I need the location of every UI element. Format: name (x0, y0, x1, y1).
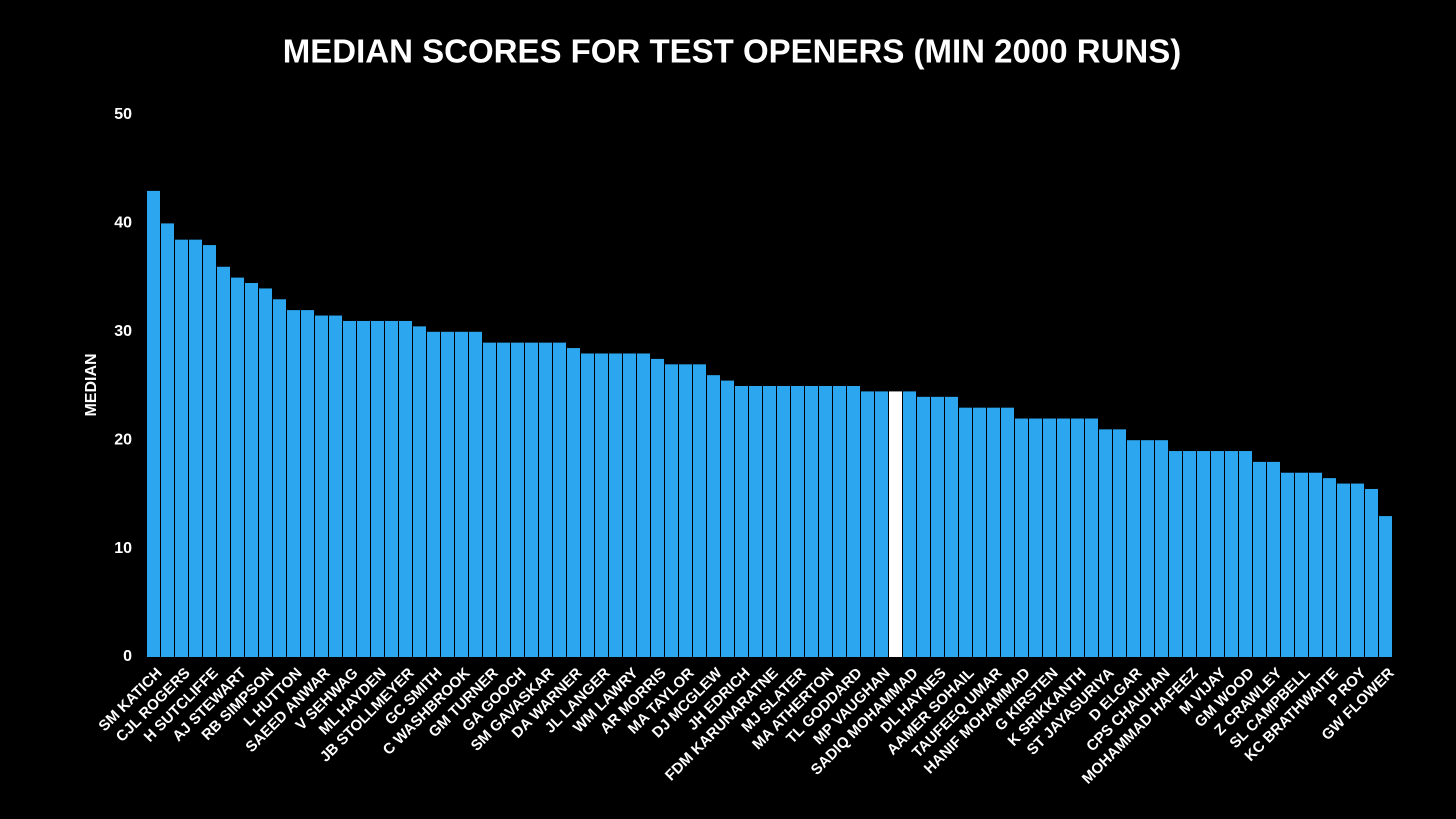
bar (679, 364, 692, 657)
y-tick-label: 0 (123, 648, 132, 665)
bar (1043, 418, 1056, 657)
bar (427, 331, 440, 657)
bar (819, 386, 832, 657)
bar (553, 342, 566, 657)
bar (1113, 429, 1126, 657)
bar (609, 353, 622, 657)
bar (525, 342, 538, 657)
bar (1351, 483, 1364, 657)
bar (721, 380, 734, 657)
bar (875, 391, 888, 657)
bar (1281, 472, 1294, 657)
bar (959, 407, 972, 657)
bar (595, 353, 608, 657)
bar (567, 348, 580, 657)
bar (245, 283, 258, 657)
bar (1183, 451, 1196, 657)
bar (1211, 451, 1224, 657)
bar (791, 386, 804, 657)
bar (399, 320, 412, 657)
bar (1155, 440, 1168, 657)
bar (1197, 451, 1210, 657)
bar (987, 407, 1000, 657)
bar (763, 386, 776, 657)
bar (749, 386, 762, 657)
bar (469, 331, 482, 657)
bar (1323, 478, 1336, 657)
bar (973, 407, 986, 657)
bar (259, 288, 272, 657)
bar (1267, 461, 1280, 657)
bar (805, 386, 818, 657)
bar (693, 364, 706, 657)
bar (329, 315, 342, 657)
bar (1001, 407, 1014, 657)
bar (1239, 451, 1252, 657)
bar (189, 239, 202, 657)
bar (777, 386, 790, 657)
bar (441, 331, 454, 657)
y-tick-label: 20 (114, 431, 132, 448)
bar (917, 396, 930, 657)
bar (371, 320, 384, 657)
bar (1099, 429, 1112, 657)
bar (357, 320, 370, 657)
bar (301, 310, 314, 657)
bar (287, 310, 300, 657)
bar (1071, 418, 1084, 657)
bar (931, 396, 944, 657)
bar (903, 391, 916, 657)
bar (651, 358, 664, 657)
bar (161, 223, 174, 657)
bar (1015, 418, 1028, 657)
bar (1295, 472, 1308, 657)
bar (1127, 440, 1140, 657)
bar (945, 396, 958, 657)
bar (735, 386, 748, 657)
bar (1379, 516, 1392, 657)
y-tick-label: 50 (114, 106, 132, 123)
bar (175, 239, 188, 657)
bar (1365, 488, 1378, 657)
bar (833, 386, 846, 657)
bar (581, 353, 594, 657)
bar (413, 326, 426, 657)
chart-title: MEDIAN SCORES FOR TEST OPENERS (MIN 2000… (283, 33, 1181, 70)
bar (203, 245, 216, 657)
bar (637, 353, 650, 657)
bar (847, 386, 860, 657)
bar (665, 364, 678, 657)
bar (1337, 483, 1350, 657)
bar (483, 342, 496, 657)
bar (217, 266, 230, 657)
bar (231, 277, 244, 657)
bar (511, 342, 524, 657)
bar (385, 320, 398, 657)
bar (455, 331, 468, 657)
bar (1029, 418, 1042, 657)
bar (1169, 451, 1182, 657)
bar (707, 375, 720, 657)
bar (861, 391, 874, 657)
y-tick-label: 30 (114, 323, 132, 340)
bar (889, 391, 902, 657)
bar (273, 299, 286, 657)
bar (1309, 472, 1322, 657)
bar (1253, 461, 1266, 657)
y-axis-label: MEDIAN (83, 353, 100, 416)
bar (1085, 418, 1098, 657)
bar (1057, 418, 1070, 657)
bar (343, 320, 356, 657)
bar (539, 342, 552, 657)
bar (497, 342, 510, 657)
bar (147, 190, 160, 657)
bar (1225, 451, 1238, 657)
bar (315, 315, 328, 657)
y-tick-label: 40 (114, 215, 132, 232)
bar (1141, 440, 1154, 657)
y-tick-label: 10 (114, 540, 132, 557)
bar (623, 353, 636, 657)
